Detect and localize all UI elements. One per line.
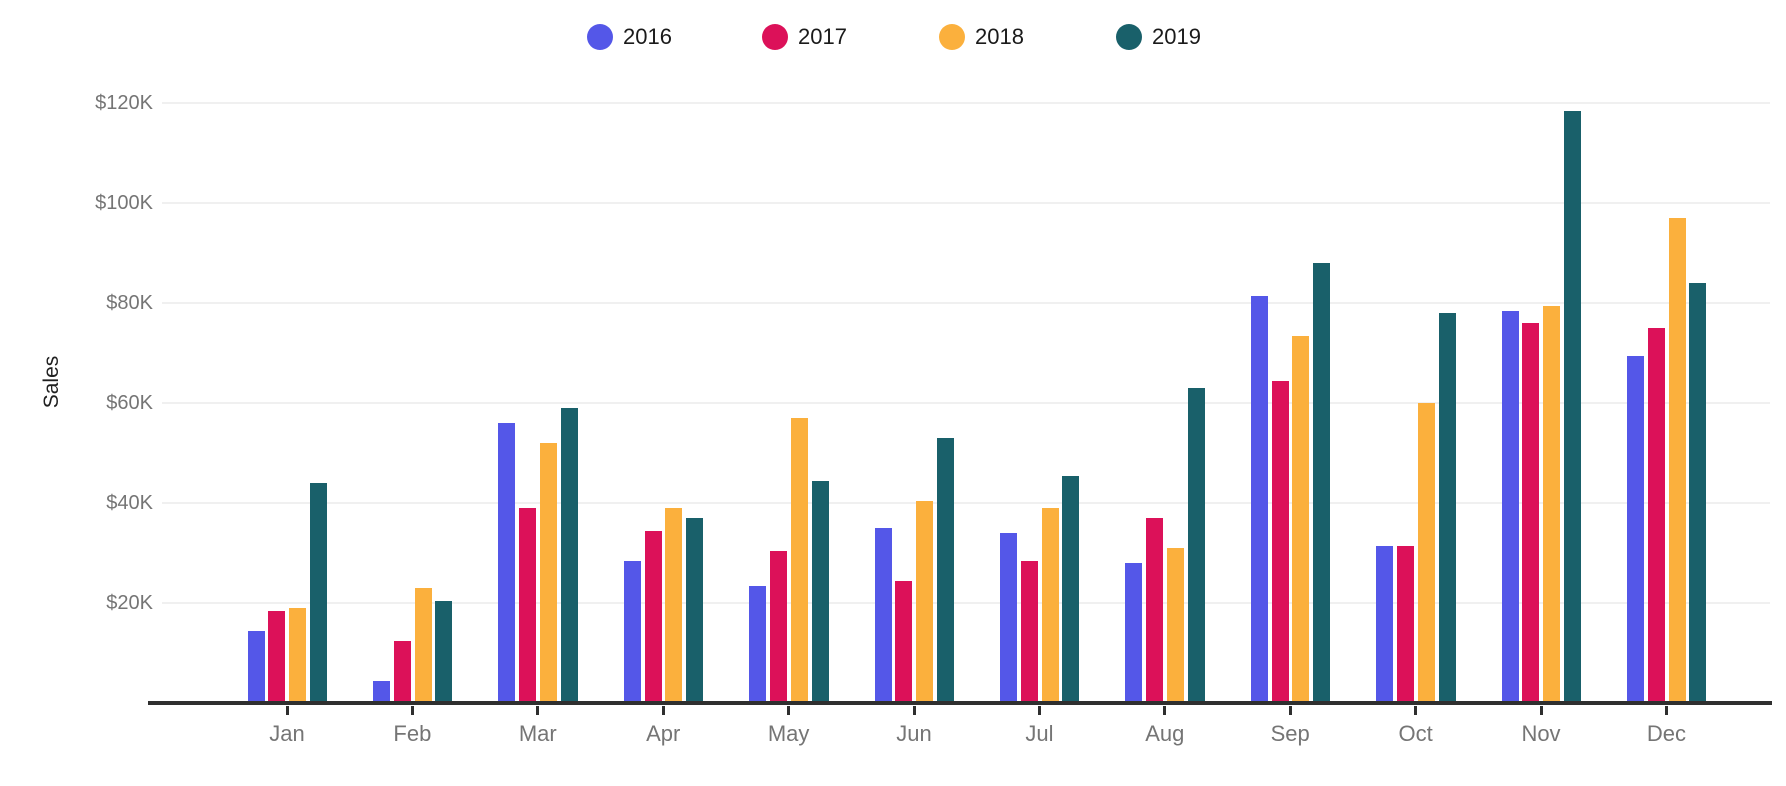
bar-dec-2017[interactable]	[1647, 328, 1665, 703]
y-tick-label: $120K	[95, 92, 153, 114]
y-tick-label: $80K	[106, 292, 153, 314]
bar-jun-2016[interactable]	[874, 528, 892, 703]
bar-sep-2017[interactable]	[1271, 380, 1289, 703]
bar-jun-2019[interactable]	[936, 438, 954, 703]
bar-feb-2019[interactable]	[435, 600, 453, 703]
x-tick-label-jul: Jul	[1025, 721, 1054, 746]
bar-nov-2016[interactable]	[1501, 310, 1519, 703]
bar-nov-2018[interactable]	[1543, 305, 1561, 703]
legend-item-2016[interactable]: 2016	[587, 24, 672, 50]
bar-dec-2016[interactable]	[1626, 355, 1644, 703]
x-tick-jul	[1037, 706, 1041, 715]
bar-aug-2016[interactable]	[1125, 563, 1143, 703]
bar-feb-2016[interactable]	[372, 680, 390, 703]
bar-jun-2017[interactable]	[895, 580, 913, 703]
legend-label: 2016	[623, 24, 672, 49]
x-tick-apr	[661, 706, 665, 715]
bar-mar-2016[interactable]	[498, 423, 516, 703]
legend-item-2017[interactable]: 2017	[762, 24, 847, 50]
bar-jan-2018[interactable]	[289, 608, 307, 703]
bar-dec-2018[interactable]	[1668, 218, 1686, 703]
bar-aug-2019[interactable]	[1187, 388, 1205, 703]
x-tick-label-sep: Sep	[1270, 721, 1310, 746]
legend-swatch-icon-2018	[939, 24, 965, 50]
bar-jul-2016[interactable]	[999, 533, 1017, 703]
x-tick-feb	[410, 706, 414, 715]
legend-label: 2018	[975, 24, 1024, 49]
legend-label: 2017	[798, 24, 847, 49]
bar-jul-2017[interactable]	[1020, 560, 1038, 703]
y-tick-label: $60K	[106, 392, 153, 414]
bar-jan-2019[interactable]	[309, 483, 327, 703]
bar-nov-2019[interactable]	[1563, 110, 1581, 703]
y-tick-label: $20K	[106, 592, 153, 614]
bar-oct-2017[interactable]	[1396, 545, 1414, 703]
bar-sep-2016[interactable]	[1250, 295, 1268, 703]
x-tick-label-aug: Aug	[1145, 721, 1185, 746]
x-tick-label-dec: Dec	[1646, 721, 1686, 746]
bar-jun-2018[interactable]	[916, 500, 934, 703]
bar-jan-2016[interactable]	[247, 630, 265, 703]
bar-oct-2018[interactable]	[1417, 403, 1435, 703]
bar-mar-2019[interactable]	[560, 408, 578, 703]
bar-apr-2018[interactable]	[665, 508, 683, 703]
gridline-40k	[162, 502, 1770, 504]
bar-aug-2018[interactable]	[1166, 548, 1184, 703]
x-tick-mar	[536, 706, 540, 715]
x-tick-sep	[1288, 706, 1292, 715]
legend-item-2019[interactable]: 2019	[1116, 24, 1201, 50]
x-tick-label-apr: Apr	[646, 721, 681, 746]
gridline-80k	[162, 302, 1770, 304]
x-tick-label-nov: Nov	[1521, 721, 1561, 746]
gridline-60k	[162, 402, 1770, 404]
bar-oct-2019[interactable]	[1438, 313, 1456, 703]
bar-jul-2019[interactable]	[1062, 475, 1080, 703]
bar-sep-2018[interactable]	[1292, 335, 1310, 703]
x-axis-line	[148, 701, 1772, 705]
bar-feb-2018[interactable]	[414, 588, 432, 703]
x-tick-label-may: May	[767, 721, 810, 746]
gridline-120k	[162, 102, 1770, 104]
x-tick-label-mar: Mar	[518, 721, 557, 746]
legend-swatch-icon-2016	[587, 24, 613, 50]
legend-label: 2019	[1152, 24, 1201, 49]
x-tick-label-oct: Oct	[1398, 721, 1433, 746]
bar-mar-2017[interactable]	[519, 508, 537, 703]
bar-jul-2018[interactable]	[1041, 508, 1059, 703]
gridline-20k	[162, 602, 1770, 604]
y-tick-label: $100K	[95, 192, 153, 214]
bar-may-2016[interactable]	[749, 585, 767, 703]
x-tick-oct	[1414, 706, 1418, 715]
bar-jan-2017[interactable]	[268, 610, 286, 703]
legend-swatch-icon-2017	[762, 24, 788, 50]
bar-may-2017[interactable]	[769, 550, 787, 703]
x-tick-label-jun: Jun	[896, 721, 932, 746]
y-tick-label: $40K	[106, 492, 153, 514]
bar-apr-2016[interactable]	[623, 560, 641, 703]
x-tick-aug	[1163, 706, 1167, 715]
x-tick-nov	[1539, 706, 1543, 715]
legend-item-2018[interactable]: 2018	[939, 24, 1024, 50]
bar-feb-2017[interactable]	[393, 640, 411, 703]
bar-dec-2019[interactable]	[1689, 283, 1707, 703]
bar-mar-2018[interactable]	[539, 443, 557, 703]
legend-swatch-icon-2019	[1116, 24, 1142, 50]
bar-aug-2017[interactable]	[1146, 518, 1164, 703]
x-tick-dec	[1664, 706, 1668, 715]
x-tick-jan	[285, 706, 289, 715]
bar-may-2018[interactable]	[790, 418, 808, 703]
x-tick-label-jan: Jan	[269, 721, 305, 746]
bar-oct-2016[interactable]	[1376, 545, 1394, 703]
x-tick-label-feb: Feb	[393, 721, 432, 746]
legend: 2016 2017 2018 2019	[0, 0, 1786, 70]
bar-apr-2019[interactable]	[686, 518, 704, 703]
x-tick-jun	[912, 706, 916, 715]
bar-may-2019[interactable]	[811, 480, 829, 703]
bar-apr-2017[interactable]	[644, 530, 662, 703]
bar-sep-2019[interactable]	[1313, 263, 1331, 703]
x-tick-may	[787, 706, 791, 715]
gridline-100k	[162, 202, 1770, 204]
bar-nov-2017[interactable]	[1522, 323, 1540, 703]
